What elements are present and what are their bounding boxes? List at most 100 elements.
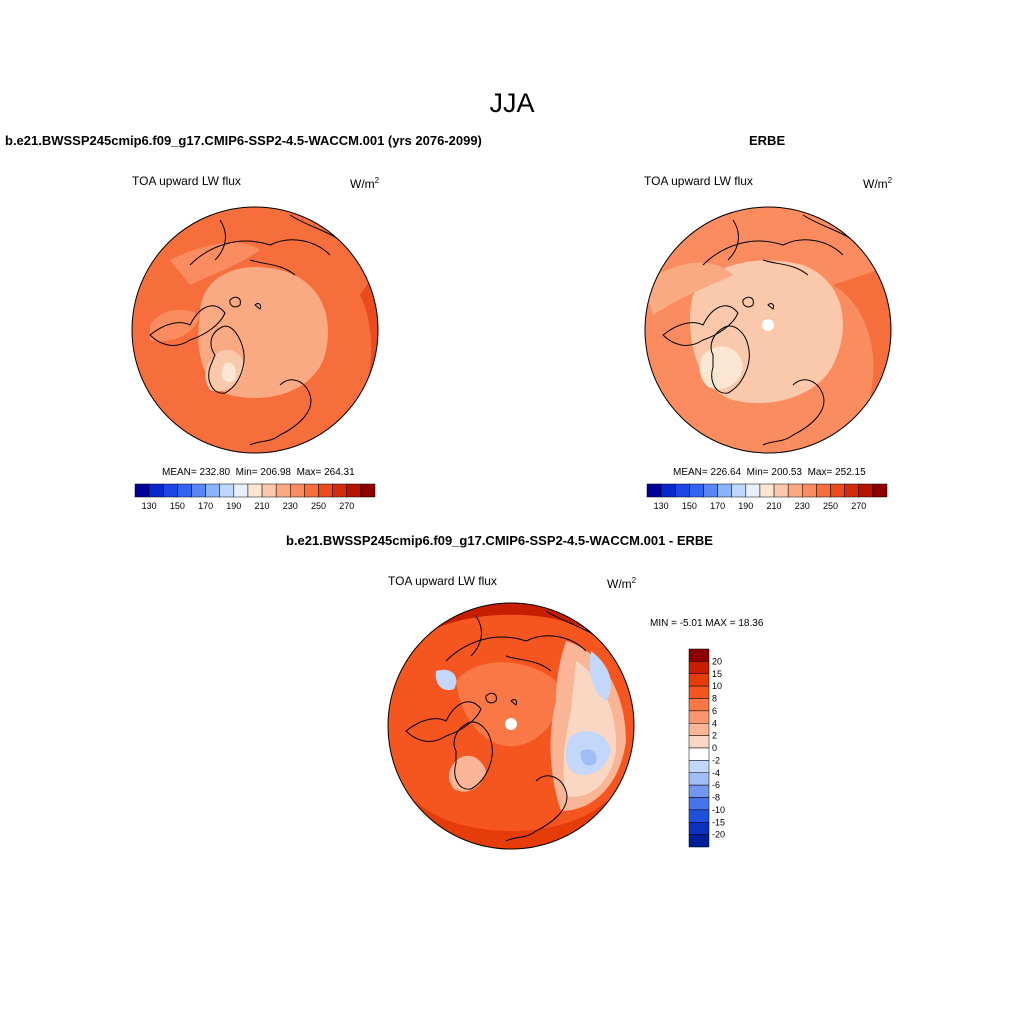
model-colorbar-label-2: 170 <box>198 501 213 511</box>
model-colorbar-box-14 <box>332 483 348 498</box>
obs-colorbar-box-12 <box>816 483 831 498</box>
diff-coastline-canada <box>405 701 482 742</box>
diff-colorbar-box-11 <box>688 784 710 798</box>
diff-colorbar-box-8 <box>688 747 710 761</box>
diff-colorbar-label-3: 8 <box>712 694 717 704</box>
model-colorbar-box-4 <box>191 483 206 498</box>
obs-field-pole-hole <box>762 319 774 331</box>
diff-colorbar-box-12 <box>688 797 710 811</box>
model-colorbar-box-2 <box>162 483 178 498</box>
obs-colorbar-box-15 <box>858 483 874 498</box>
obs-colorbar-box-11 <box>802 483 817 498</box>
model-colorbar-box-12 <box>304 483 319 498</box>
model-colorbar-box-13 <box>318 483 333 498</box>
obs-colorbar-box-4 <box>703 483 718 498</box>
diff-polar-map <box>387 602 635 850</box>
obs-field-greenland <box>699 346 743 389</box>
model-colorbar-label-3: 190 <box>226 501 241 511</box>
obs-units-label: W/m2 <box>863 176 893 191</box>
model-map-boundary <box>131 206 379 454</box>
diff-field-east-negative-core <box>580 749 597 766</box>
model-colorbar-box-8 <box>247 483 263 498</box>
diff-colorbar-box-9 <box>688 760 710 773</box>
obs-colorbar-box-5 <box>717 483 732 498</box>
diff-panel-title: b.e21.BWSSP245cmip6.f09_g17.CMIP6-SSP2-4… <box>286 533 713 548</box>
model-colorbar-box-9 <box>261 483 277 498</box>
diff-colorbar-box-14 <box>688 822 710 835</box>
diff-colorbar-label-8: -2 <box>712 755 720 765</box>
model-units-label: W/m2 <box>350 176 380 191</box>
obs-coastline-islands <box>742 296 774 310</box>
diff-colorbar-label-13: -15 <box>712 817 725 827</box>
model-colorbar-label-5: 230 <box>283 501 298 511</box>
diff-colorbar-box-1 <box>688 661 710 674</box>
obs-coastline-europe <box>762 379 825 446</box>
diff-colorbar-box-4 <box>688 698 710 712</box>
diff-colorbar-label-1: 15 <box>712 669 722 679</box>
diff-colorbar-label-14: -20 <box>712 830 725 840</box>
diff-colorbar-box-2 <box>688 673 710 687</box>
diff-colorbar-label-12: -10 <box>712 805 725 815</box>
obs-colorbar: 130 150 170 190 210 230 250 270 <box>646 483 888 511</box>
diff-coastline-islands <box>485 692 517 706</box>
diff-colorbar-box-0 <box>688 648 710 662</box>
obs-colorbar-box-9 <box>773 483 789 498</box>
model-colorbar-label-0: 130 <box>142 501 157 511</box>
obs-coastline-siberia <box>702 239 844 276</box>
model-colorbar-label-7: 270 <box>339 501 354 511</box>
model-colorbar-box-6 <box>219 483 235 498</box>
model-field-band <box>150 309 200 342</box>
diff-colorbar-box-5 <box>688 710 710 724</box>
diff-coastline-siberia <box>445 635 587 672</box>
obs-colorbar-box-10 <box>787 483 803 498</box>
obs-coastline-greenland <box>710 325 750 394</box>
diff-map-boundary <box>387 602 635 850</box>
obs-colorbar-box-0 <box>646 483 662 498</box>
diff-colorbar-label-4: 6 <box>712 706 717 716</box>
model-colorbar-box-1 <box>148 483 164 498</box>
model-panel-title: b.e21.BWSSP245cmip6.f09_g17.CMIP6-SSP2-4… <box>5 133 482 148</box>
diff-colorbar-label-11: -8 <box>712 793 720 803</box>
obs-colorbar-label-7: 270 <box>851 501 866 511</box>
model-colorbar-label-4: 210 <box>255 501 270 511</box>
model-coastline-siberia <box>189 239 331 276</box>
obs-colorbar-box-16 <box>872 483 888 498</box>
diff-minmax: MIN = -5.01 MAX = 18.36 <box>650 618 764 629</box>
diff-field-pole-hole <box>505 718 517 730</box>
diff-colorbar-label-10: -6 <box>712 780 720 790</box>
obs-colorbar-label-5: 230 <box>795 501 810 511</box>
diff-colorbar-box-3 <box>688 685 710 699</box>
diff-variable-label: TOA upward LW flux <box>388 574 497 588</box>
diff-colorbar-label-9: -4 <box>712 768 720 778</box>
obs-colorbar-label-6: 250 <box>823 501 838 511</box>
diff-field-west-negative <box>435 669 457 691</box>
obs-colorbar-box-6 <box>731 483 747 498</box>
obs-colorbar-box-2 <box>674 483 690 498</box>
obs-colorbar-box-14 <box>844 483 860 498</box>
model-colorbar-box-15 <box>346 483 362 498</box>
model-coastline-europe <box>249 379 312 446</box>
obs-colorbar-box-3 <box>689 483 704 498</box>
obs-colorbar-label-1: 150 <box>682 501 697 511</box>
diff-coastline-greenland <box>453 721 493 790</box>
model-coastline-canada <box>149 305 226 346</box>
diff-colorbar-label-2: 10 <box>712 681 722 691</box>
diff-coastline-europe <box>505 775 568 842</box>
obs-field-band <box>645 262 733 315</box>
diff-field-east-negative-1 <box>589 651 611 701</box>
obs-colorbar-label-0: 130 <box>654 501 669 511</box>
obs-map-boundary <box>644 206 892 454</box>
model-colorbar-box-16 <box>360 483 376 498</box>
obs-colorbar-label-2: 170 <box>710 501 725 511</box>
model-colorbar: 130 150 170 190 210 230 250 270 <box>134 483 376 511</box>
model-field-greenland-core <box>221 362 236 382</box>
diff-colorbar-box-15 <box>688 834 710 848</box>
obs-polar-map <box>644 206 892 454</box>
season-title: JJA <box>489 88 535 118</box>
obs-stats: MEAN= 226.64 Min= 200.53 Max= 252.15 <box>673 467 866 478</box>
model-colorbar-box-0 <box>134 483 150 498</box>
model-field-arctic-ext <box>170 242 260 285</box>
obs-colorbar-box-1 <box>660 483 676 498</box>
diff-colorbar-label-5: 4 <box>712 718 717 728</box>
